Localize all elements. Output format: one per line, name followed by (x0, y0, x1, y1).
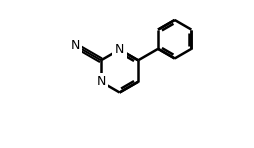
Text: N: N (96, 75, 106, 88)
Text: N: N (70, 39, 80, 52)
Text: N: N (115, 43, 124, 56)
